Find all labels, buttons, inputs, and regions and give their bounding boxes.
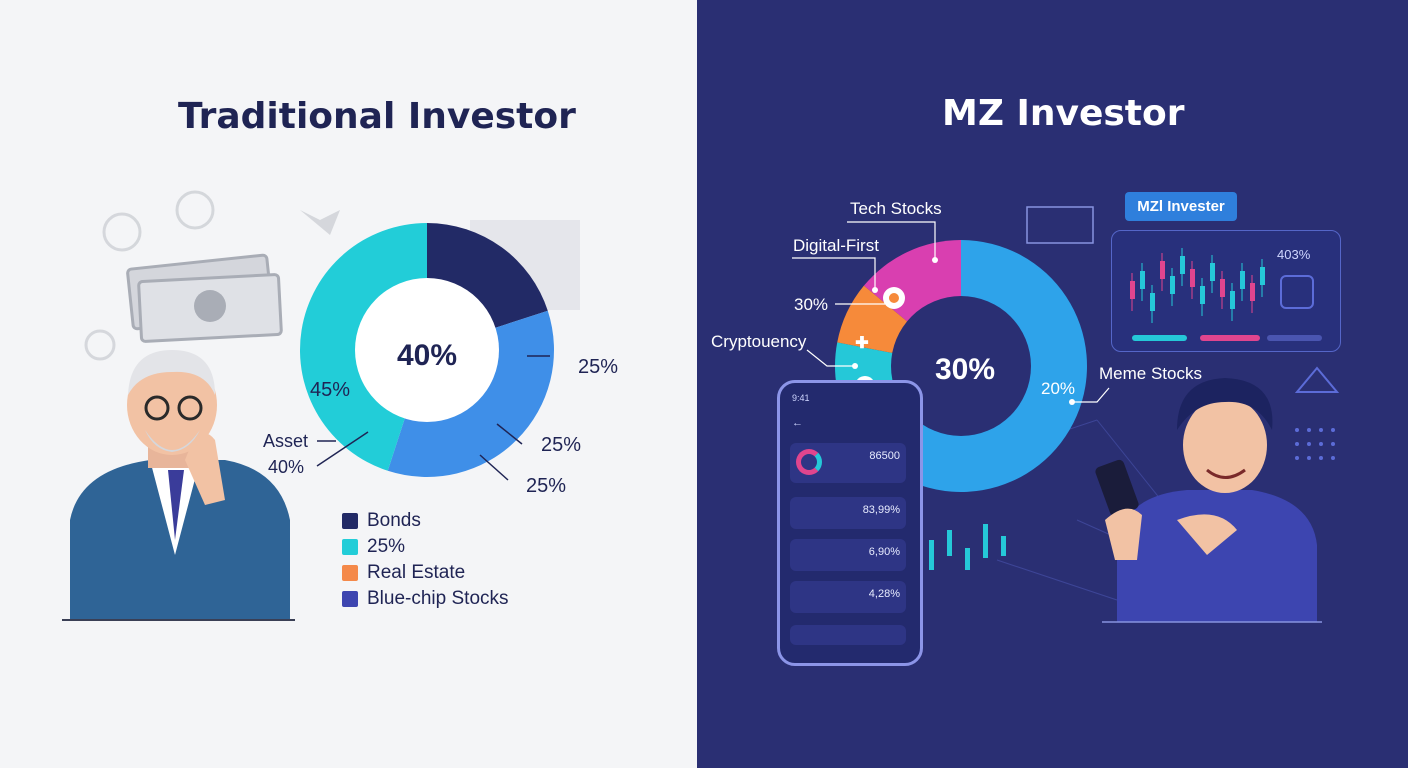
candle-body [1200,286,1205,304]
phone-card[interactable]: 4,28% [790,581,906,613]
mz-dashboard-card: 403% [1111,230,1341,352]
candle-body [1220,279,1225,297]
mz-label-30: 30% [794,295,828,314]
traditional-label-right-mid: 25% [541,434,581,456]
candle-body [1150,293,1155,311]
candle-body [1230,291,1235,309]
traditional-asset-value: 40% [268,457,304,477]
traditional-title: Traditional Investor [178,96,576,137]
mz-panel: MZ Investor 3 [697,0,1408,768]
candle-body [1130,281,1135,299]
target-icon-core [889,293,899,303]
mz-center-label: 30% [935,353,995,386]
candle-body [1160,261,1165,279]
progress-bar-pink [1200,335,1260,341]
candlestick-chart [1130,248,1265,323]
banknotes-icon [126,253,283,343]
legend-label: 25% [367,536,406,557]
candle-body [1170,276,1175,294]
legend-label: Real Estate [367,562,466,583]
dashboard-value: 403% [1277,247,1311,262]
leader-dot [932,257,938,263]
smartphone-mockup: 9:41 ← 86500 83,99% 6,90% 4,28% [777,380,923,666]
triangle-icon [1294,366,1340,393]
traditional-panel: Traditional Investor [0,0,697,768]
envelope-icon [1026,206,1094,244]
phone-card-value: 6,90% [868,546,900,558]
network-icon [300,210,340,235]
traditional-asset-label: Asset [263,431,308,451]
plus-icon: ✚ [855,335,868,352]
traditional-slice-label-left: 45% [310,379,350,401]
legend-item: 25% [342,534,509,560]
candlestick-decor [929,524,1006,570]
phone-card-value: 86500 [869,450,900,462]
candle-body [1210,263,1215,281]
mz-leader-lines [792,221,1110,403]
traditional-donut-hole [355,278,499,422]
leader-dot [852,363,858,369]
phone-card[interactable]: 86500 [790,443,906,483]
candle-body [1250,283,1255,301]
traditional-center-label: 40% [397,339,457,372]
mz-title: MZ Investor [942,93,1185,134]
legend-label: Blue-chip Stocks [367,588,509,609]
mz-investor-figure [1095,378,1322,623]
phone-card-value: 83,99% [862,504,900,516]
back-arrow-icon[interactable]: ← [792,417,803,429]
chart-icon [102,212,142,252]
phone-card[interactable]: 83,99% [790,497,906,529]
mz-dashboard-tag: MZl Invester [1125,192,1237,221]
phone-card[interactable]: 6,90% [790,539,906,571]
legend-label: Bonds [367,510,421,531]
mz-donut-hole [891,296,1031,436]
coin-icon [175,190,215,230]
mz-label-meme: Meme Stocks [1099,364,1202,383]
candle-body [1140,271,1145,289]
candle-body [1190,269,1195,287]
mz-label-digital: Digital-First [793,236,879,255]
phone-nav-bar[interactable] [790,625,906,645]
traditional-investor-figure [62,350,295,621]
phone-card-value: 4,28% [868,588,900,600]
leader-dot [1069,399,1075,405]
target-icon [1280,275,1314,309]
legend-item: Bonds [342,508,509,534]
donut-icon [796,449,822,475]
virus-icon [84,329,116,361]
legend-swatch [342,513,358,529]
leader-dot [872,287,878,293]
phone-time: 9:41 [792,393,810,403]
candle-body [1240,271,1245,289]
mz-label-tech: Tech Stocks [850,199,942,218]
candle-body [1260,267,1265,285]
mz-label-crypto: Cryptouency [711,332,807,351]
progress-bar-cyan [1132,335,1187,341]
legend-swatch [342,591,358,607]
legend-item: Real Estate [342,560,509,586]
progress-bar-dark [1267,335,1322,341]
legend-swatch [342,565,358,581]
traditional-label-right-bottom: 25% [526,475,566,497]
traditional-legend: Bonds 25% Real Estate Blue-chip Stocks [342,508,509,612]
legend-swatch [342,539,358,555]
traditional-label-right-top: 25% [578,356,618,378]
traditional-illustration: 40% 45% 25% 25% 25% Asset 40% [62,190,618,621]
candle-body [1180,256,1185,274]
mz-label-20: 20% [1041,379,1075,398]
smartphone-icon [1095,459,1139,517]
leader-lines [316,355,550,481]
dots-grid-icon [1295,428,1335,460]
legend-item: Blue-chip Stocks [342,586,509,612]
